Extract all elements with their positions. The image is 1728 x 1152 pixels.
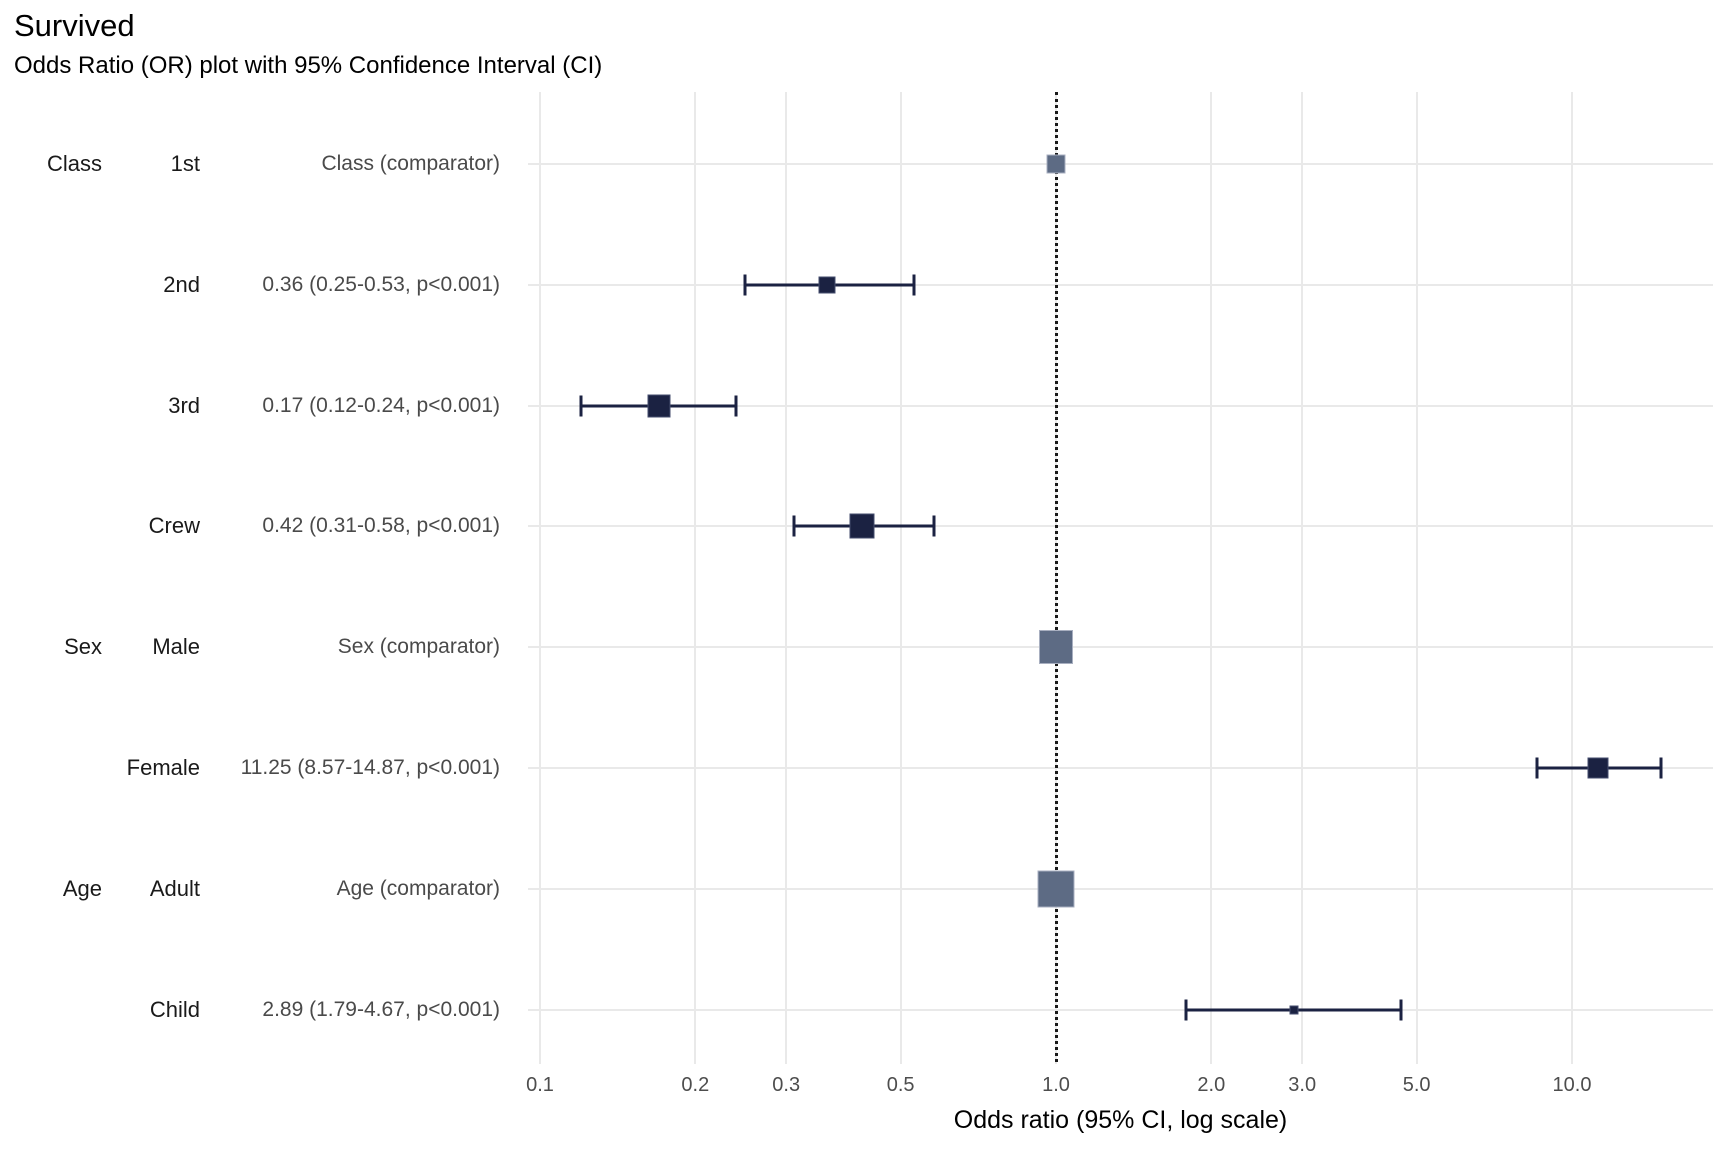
ci-cap-high bbox=[1399, 999, 1403, 1021]
gridline-horizontal bbox=[528, 1008, 1713, 1011]
row-estimate-label: Sex (comparator) bbox=[337, 635, 500, 659]
estimate-marker bbox=[849, 513, 875, 539]
row-group-label: Class bbox=[46, 150, 102, 176]
row-level-label: Female bbox=[126, 755, 200, 781]
row-estimate-label: 0.36 (0.25-0.53, p<0.001) bbox=[262, 272, 500, 296]
comparator-marker bbox=[1039, 630, 1073, 665]
row-level-label: 2nd bbox=[163, 271, 200, 297]
gridline-vertical bbox=[694, 92, 697, 1064]
gridline-horizontal bbox=[528, 162, 1713, 165]
gridline-vertical bbox=[1571, 92, 1573, 1064]
reference-line bbox=[1054, 92, 1058, 1062]
comparator-marker bbox=[1046, 154, 1066, 174]
row-level-label: Child bbox=[149, 996, 200, 1022]
x-tick-label: 0.5 bbox=[886, 1074, 915, 1096]
ci-cap-high bbox=[932, 515, 936, 537]
row-level-label: 1st bbox=[170, 150, 200, 176]
x-tick-label: 5.0 bbox=[1402, 1074, 1431, 1096]
row-level-label: Crew bbox=[148, 513, 200, 539]
row-level-label: Adult bbox=[149, 876, 200, 902]
row-group-label: Age bbox=[62, 876, 102, 902]
row-estimate-label: 0.17 (0.12-0.24, p<0.001) bbox=[262, 393, 500, 417]
chart-subtitle: Odds Ratio (OR) plot with 95% Confidence… bbox=[14, 52, 603, 79]
chart-title: Survived bbox=[14, 8, 135, 43]
gridline-horizontal bbox=[528, 767, 1713, 770]
gridline-horizontal bbox=[528, 404, 1713, 407]
estimate-marker bbox=[1587, 757, 1609, 779]
x-tick-label: 1.0 bbox=[1042, 1074, 1070, 1096]
row-level-label: 3rd bbox=[168, 392, 200, 418]
comparator-marker bbox=[1037, 870, 1075, 908]
gridline-vertical bbox=[1210, 92, 1213, 1064]
gridline-horizontal bbox=[528, 525, 1713, 528]
ci-cap-high bbox=[912, 274, 916, 296]
ci-cap-low bbox=[792, 515, 796, 537]
row-estimate-label: 11.25 (8.57-14.87, p<0.001) bbox=[240, 756, 500, 780]
estimate-marker bbox=[647, 394, 671, 418]
ci-cap-low bbox=[1535, 757, 1539, 779]
ci-cap-low bbox=[1184, 999, 1188, 1021]
gridline-vertical bbox=[1301, 92, 1304, 1064]
row-estimate-label: 0.42 (0.31-0.58, p<0.001) bbox=[262, 514, 500, 538]
gridline-vertical bbox=[1415, 92, 1418, 1064]
gridline-vertical bbox=[899, 92, 902, 1064]
gridline-horizontal bbox=[528, 283, 1713, 286]
ci-cap-high bbox=[1659, 757, 1663, 779]
ci-cap-low bbox=[579, 395, 583, 417]
x-tick-label: 3.0 bbox=[1288, 1074, 1317, 1096]
ci-cap-high bbox=[734, 395, 738, 417]
x-axis-title: Odds ratio (95% CI, log scale) bbox=[953, 1106, 1288, 1134]
estimate-marker bbox=[1289, 1005, 1299, 1015]
gridline-horizontal bbox=[528, 646, 1713, 649]
row-estimate-label: Class (comparator) bbox=[321, 151, 500, 175]
x-tick-label: 0.3 bbox=[772, 1074, 801, 1096]
x-tick-label: 0.1 bbox=[526, 1074, 554, 1096]
ci-cap-low bbox=[743, 274, 747, 296]
gridline-vertical bbox=[785, 92, 788, 1064]
row-group-label: Sex bbox=[64, 634, 102, 660]
row-estimate-label: Age (comparator) bbox=[336, 877, 500, 901]
row-estimate-label: 2.89 (1.79-4.67, p<0.001) bbox=[262, 997, 500, 1021]
gridline-horizontal bbox=[528, 888, 1713, 891]
x-tick-label: 0.2 bbox=[681, 1074, 710, 1096]
estimate-marker bbox=[818, 276, 836, 294]
x-tick-label: 2.0 bbox=[1197, 1074, 1226, 1096]
x-tick-label: 10.0 bbox=[1552, 1074, 1592, 1096]
row-level-label: Male bbox=[152, 634, 200, 660]
gridline-vertical bbox=[539, 92, 541, 1064]
